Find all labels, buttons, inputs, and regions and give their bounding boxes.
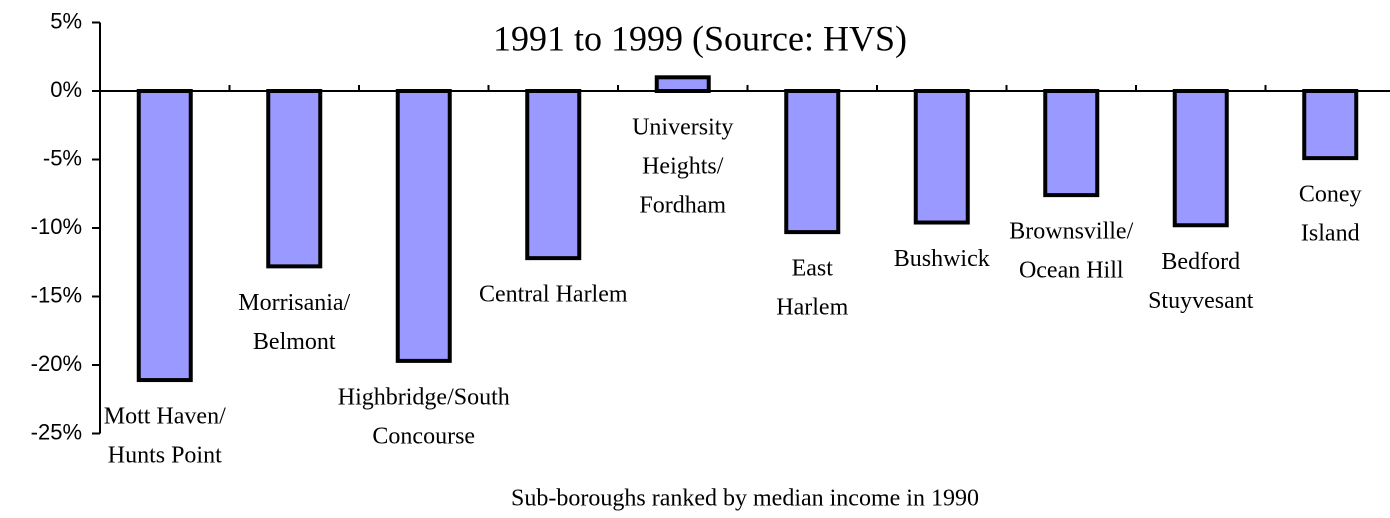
bar	[395, 89, 452, 363]
x-tick-label: Concourse	[372, 423, 475, 449]
bar	[525, 89, 582, 261]
x-tick-label: Brownsville/	[1009, 219, 1133, 245]
y-tick-label: -10%	[31, 214, 82, 239]
bar	[136, 89, 193, 383]
x-tick-label: Central Harlem	[479, 282, 628, 308]
x-tick-label: Highbridge/South	[338, 384, 510, 410]
bar	[913, 89, 970, 225]
x-axis-label: Sub-boroughs ranked by median income in …	[511, 486, 979, 512]
y-tick-label: -5%	[43, 145, 82, 170]
y-tick-label: -20%	[31, 351, 82, 376]
x-tick-label: University	[632, 115, 733, 141]
y-tick-label: -25%	[31, 419, 82, 444]
x-tick-label: Heights/	[642, 154, 724, 180]
x-tick-label: Fordham	[639, 193, 726, 219]
chart-title: 1991 to 1999 (Source: HVS)	[493, 18, 907, 58]
x-tick-label: Stuyvesant	[1148, 288, 1254, 314]
x-tick-label: Hunts Point	[108, 443, 222, 469]
x-tick-label: Mott Haven/	[104, 404, 226, 430]
y-tick-label: 0%	[50, 77, 82, 102]
x-tick-label: Island	[1301, 221, 1360, 247]
bar	[266, 89, 323, 269]
y-tick-label: -15%	[31, 282, 82, 307]
x-tick-label: Belmont	[253, 329, 336, 355]
bar	[1302, 89, 1359, 161]
bar	[654, 75, 711, 94]
x-tick-label: Bedford	[1161, 249, 1240, 275]
x-tick-label: Bushwick	[894, 246, 990, 272]
x-tick-label: Ocean Hill	[1019, 258, 1124, 284]
y-tick-label: 5%	[50, 8, 82, 33]
x-tick-label: Harlem	[776, 295, 848, 321]
bar	[1172, 89, 1229, 228]
bar	[1043, 89, 1100, 198]
x-tick-label: Coney	[1299, 182, 1362, 208]
x-tick-label: East	[792, 256, 834, 282]
x-tick-label: Morrisania/	[238, 290, 350, 316]
bar	[784, 89, 841, 235]
